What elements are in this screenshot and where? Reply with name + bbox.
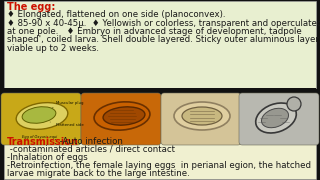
Circle shape — [287, 97, 301, 111]
Text: Muscular plug: Muscular plug — [52, 101, 84, 108]
Text: : -Auto infection: : -Auto infection — [54, 137, 123, 146]
Text: Flattened side: Flattened side — [50, 122, 84, 127]
Ellipse shape — [103, 107, 145, 125]
FancyBboxPatch shape — [4, 88, 316, 134]
Text: viable up to 2 weeks.: viable up to 2 weeks. — [7, 44, 99, 53]
Text: -Inhalation of eggs: -Inhalation of eggs — [7, 153, 88, 162]
FancyBboxPatch shape — [4, 1, 316, 88]
Text: -contaminated articles / direct contact: -contaminated articles / direct contact — [7, 145, 175, 154]
FancyBboxPatch shape — [239, 93, 319, 145]
FancyBboxPatch shape — [1, 93, 81, 145]
Text: The egg:: The egg: — [7, 2, 55, 12]
Ellipse shape — [182, 107, 222, 125]
Ellipse shape — [256, 103, 296, 133]
Ellipse shape — [94, 102, 150, 130]
Ellipse shape — [261, 108, 289, 128]
Text: larvae migrate back to the large intestine.: larvae migrate back to the large intesti… — [7, 169, 190, 178]
Ellipse shape — [174, 102, 230, 130]
Ellipse shape — [16, 103, 68, 129]
Text: ♦ 85-90 x 40-45μ.  ♦ Yellowish or colorless, transparent and operculated: ♦ 85-90 x 40-45μ. ♦ Yellowish or colorle… — [7, 19, 320, 28]
Text: Transmission: Transmission — [7, 137, 79, 147]
Text: ♦ Elongated, flattened on one side (planoconvex).: ♦ Elongated, flattened on one side (plan… — [7, 10, 226, 19]
Text: at one pole.   ♦ Embryo in advanced stage of development, tadpole: at one pole. ♦ Embryo in advanced stage … — [7, 27, 302, 36]
Text: Egg of Oxyuris equi: Egg of Oxyuris equi — [22, 135, 58, 139]
Text: -Retroinfection, the female laying eggs  in perianal egion, the hatched: -Retroinfection, the female laying eggs … — [7, 161, 311, 170]
Ellipse shape — [22, 107, 56, 123]
FancyBboxPatch shape — [4, 135, 316, 179]
FancyBboxPatch shape — [161, 93, 241, 145]
FancyBboxPatch shape — [81, 93, 161, 145]
Text: shaped', coiled larva. Shell double layered. Sticky outer aluminous layer,: shaped', coiled larva. Shell double laye… — [7, 35, 320, 44]
